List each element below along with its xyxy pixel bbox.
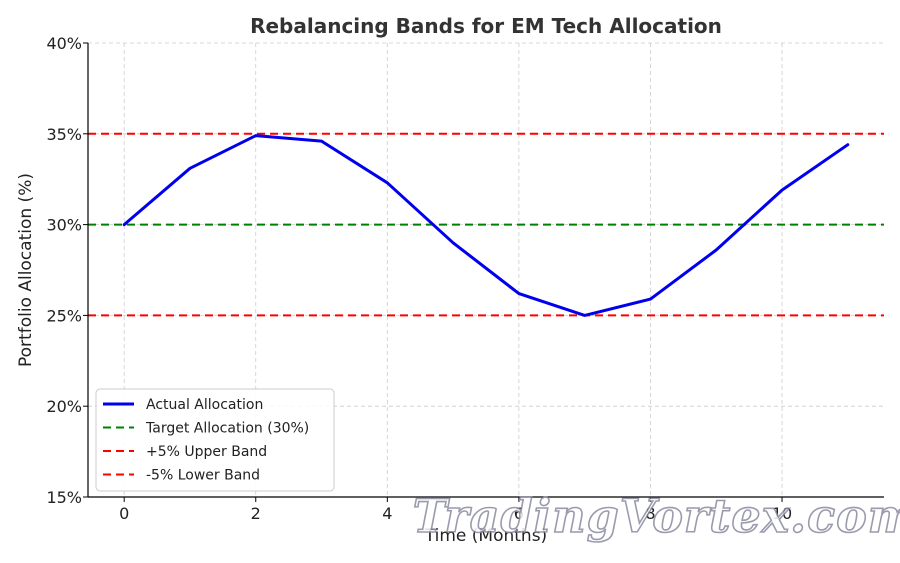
legend-box xyxy=(95,388,335,492)
axes xyxy=(87,43,884,498)
reference-lines xyxy=(88,132,884,317)
chart-title: Rebalancing Bands for EM Tech Allocation xyxy=(250,14,722,38)
legend-entry-label: Actual Allocation xyxy=(146,397,263,413)
x-tick-label: 6 xyxy=(514,504,524,523)
legend-entry-label: -5% Lower Band xyxy=(146,468,260,484)
legend-entry-label: +5% Upper Band xyxy=(146,444,267,460)
y-tick-label: 20% xyxy=(46,397,82,416)
legend-entry-label: Target Allocation (30%) xyxy=(145,421,309,437)
x-axis-label: Time (Months) xyxy=(424,526,547,546)
y-axis-label: Portfolio Allocation (%) xyxy=(16,173,36,367)
series-layer xyxy=(122,134,850,317)
y-tick-label: 35% xyxy=(46,125,82,144)
x-tick-label: 4 xyxy=(382,504,392,523)
series-line-1 xyxy=(122,134,850,317)
y-tick-label: 15% xyxy=(46,488,82,507)
x-tick-label: 0 xyxy=(119,504,129,523)
y-tick-label: 30% xyxy=(46,216,82,235)
tick-labels: 0 2 4 6 8 10 15% 20% 25% 30% 35% 40% xyxy=(46,34,792,523)
x-tick-label: 10 xyxy=(772,504,792,523)
legend: Actual Allocation Target Allocation (30%)… xyxy=(95,388,335,492)
y-tick-label: 40% xyxy=(46,34,82,53)
watermark-text: TradingVortex.com xyxy=(413,489,900,543)
x-tick-label: 2 xyxy=(251,504,261,523)
y-tick-label: 25% xyxy=(46,306,82,325)
x-tick-label: 8 xyxy=(645,504,655,523)
